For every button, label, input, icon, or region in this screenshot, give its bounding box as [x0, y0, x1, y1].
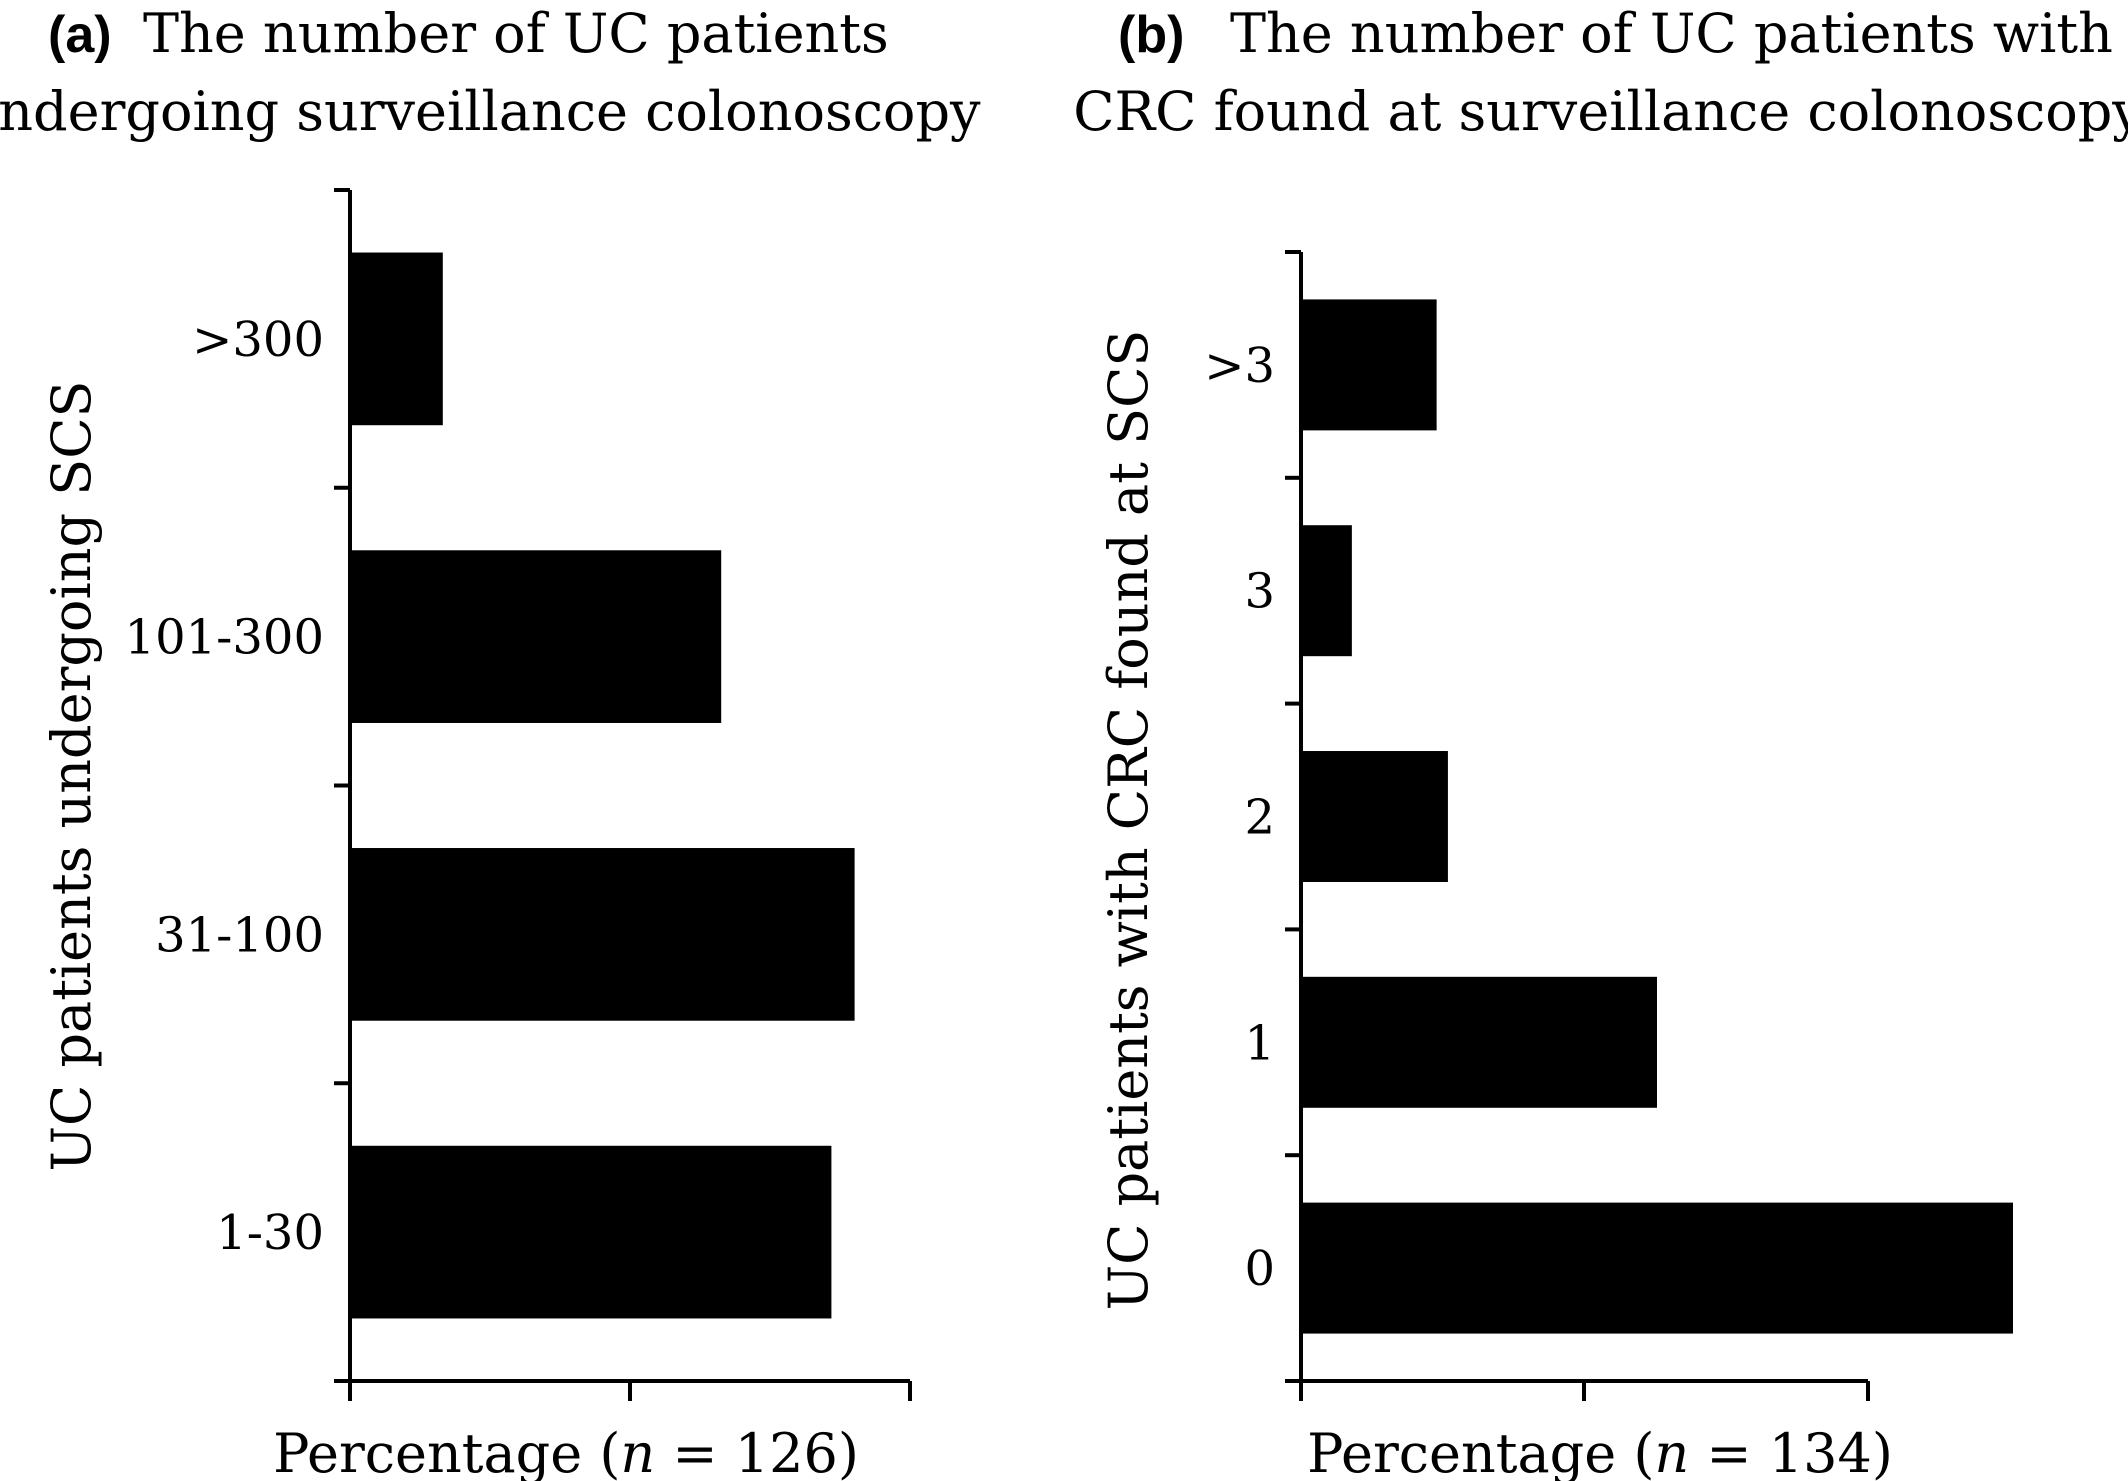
panel-b-category-label-0: 0 — [1244, 1241, 1275, 1297]
panel-b-plot: 0 1 2 3 >3 — [1204, 250, 2013, 1401]
panel-a-title-line1: The number of UC patients — [143, 2, 889, 65]
panel-b-y-axis-title: UC patients with CRC found at SCS — [1097, 330, 1160, 1311]
panel-b-bar-3 — [1301, 525, 1352, 657]
panel-b-x-axis-title-prefix: Percentage ( — [1307, 1422, 1654, 1481]
panel-b-x-axis-title: Percentage (n = 134) — [1307, 1422, 1893, 1481]
panel-a-bar-1 — [350, 848, 855, 1021]
panel-a: (a) The number of UC patients undergoing… — [0, 2, 981, 1481]
panel-a-title-line2: undergoing surveillance colonoscopy — [0, 80, 981, 143]
panel-b-category-label-3: 3 — [1244, 564, 1275, 620]
panel-a-plot: 1-30 31-100 101-300 >300 — [125, 188, 912, 1401]
panel-a-category-label-1: 31-100 — [155, 907, 324, 963]
panel-a-bar-0 — [350, 1145, 832, 1319]
panel-a-bar-2 — [350, 550, 722, 723]
panel-a-category-label-2: 101-300 — [125, 610, 324, 666]
panel-a-x-axis-title-prefix: Percentage ( — [273, 1422, 620, 1481]
panel-a-category-label-0: 1-30 — [216, 1205, 324, 1261]
panel-a-label: (a) — [48, 6, 112, 64]
panel-a-x-axis-title: Percentage (n = 126) — [273, 1422, 859, 1481]
panel-b-title-line1: The number of UC patients with — [1230, 2, 2113, 65]
panel-b-title-line2: CRC found at surveillance colonoscopy — [1073, 80, 2128, 143]
panel-a-category-label-3: >300 — [192, 312, 324, 368]
panel-b-category-label-2: 2 — [1244, 790, 1275, 846]
panel-a-x-axis-title-suffix: = 126) — [655, 1422, 859, 1481]
panel-b-category-label-1: 1 — [1244, 1015, 1275, 1071]
panel-b: (b) The number of UC patients with CRC f… — [1073, 2, 2128, 1481]
panel-b-bar-0 — [1301, 1202, 2013, 1334]
panel-b-label: (b) — [1118, 6, 1184, 64]
panel-a-y-axis-title: UC patients undergoing SCS — [40, 380, 103, 1171]
panel-b-category-label-4: >3 — [1204, 338, 1275, 394]
panel-a-x-axis-title-n: n — [620, 1422, 655, 1481]
panel-a-bar-3 — [350, 252, 443, 426]
panel-b-x-axis-title-suffix: = 134) — [1689, 1422, 1893, 1481]
panel-b-x-axis-title-n: n — [1654, 1422, 1689, 1481]
panel-b-bar-2 — [1301, 751, 1448, 882]
panel-b-bar-1 — [1301, 976, 1657, 1108]
panel-b-bar-4 — [1301, 299, 1437, 431]
